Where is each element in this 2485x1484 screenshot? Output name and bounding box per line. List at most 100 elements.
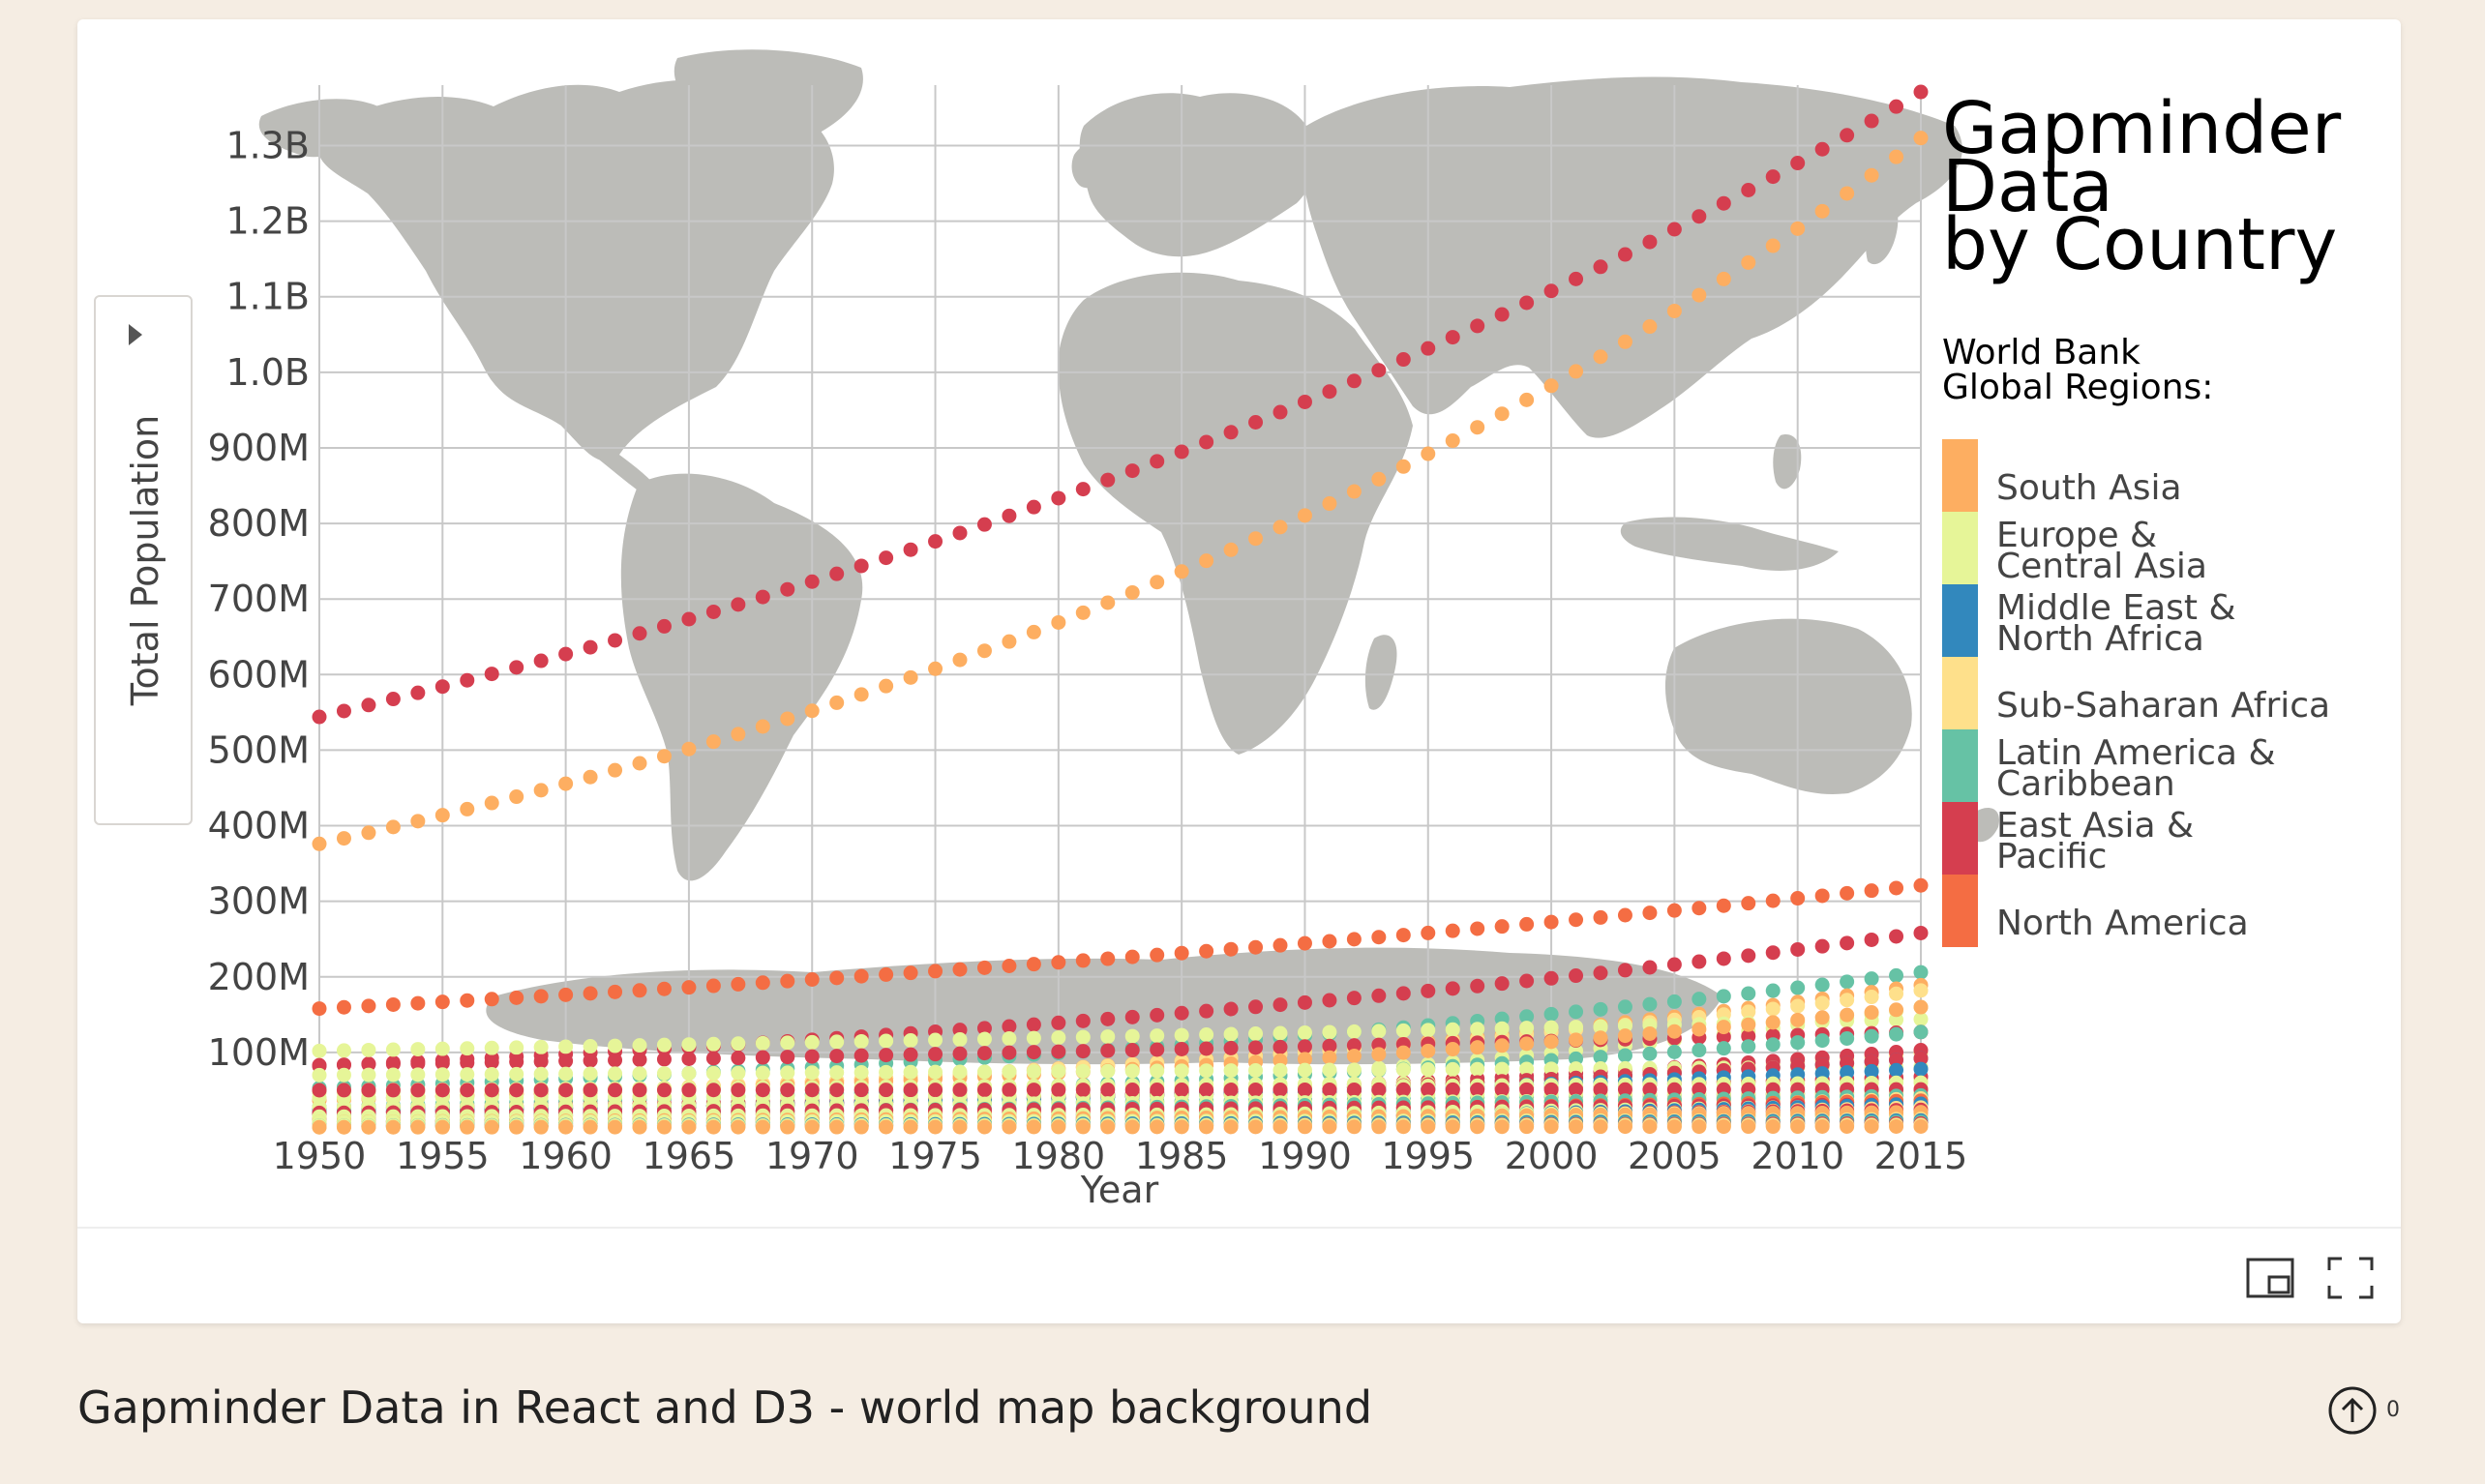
data-point (1346, 1062, 1362, 1078)
legend-swatch (1942, 439, 1978, 512)
data-point (1199, 1119, 1214, 1135)
data-point (1519, 916, 1535, 932)
data-point (583, 986, 598, 1001)
data-point (1889, 149, 1904, 164)
data-point (1174, 444, 1189, 460)
data-point (509, 1054, 524, 1070)
data-point (336, 999, 351, 1015)
data-point (1272, 404, 1288, 420)
data-point (853, 1048, 869, 1063)
data-point (558, 1083, 574, 1098)
data-point (1790, 891, 1806, 906)
data-point (558, 776, 574, 791)
data-point (903, 1033, 918, 1049)
data-point (1889, 880, 1904, 896)
data-point (780, 1035, 795, 1051)
arrow-up-circle-icon[interactable] (2327, 1385, 2378, 1436)
data-point (1569, 912, 1584, 928)
data-point (1790, 998, 1806, 1014)
data-point (1322, 384, 1337, 400)
data-point (385, 1067, 401, 1083)
data-point (410, 1067, 426, 1083)
data-point (361, 1042, 376, 1057)
data-point (1051, 1064, 1066, 1080)
data-point (755, 1065, 770, 1081)
map-europe (1079, 93, 1317, 257)
data-point (1543, 283, 1559, 299)
data-point (1617, 247, 1632, 262)
data-point (1150, 1063, 1165, 1079)
data-point (1421, 925, 1436, 940)
data-point (1248, 1082, 1264, 1097)
data-point (976, 1119, 992, 1135)
data-point (853, 1119, 869, 1135)
data-point (656, 981, 672, 996)
picture-in-picture-icon[interactable] (2246, 1256, 2294, 1300)
data-point (1716, 195, 1731, 211)
fullscreen-icon[interactable] (2326, 1256, 2375, 1300)
data-point (1371, 1082, 1387, 1097)
data-point (1322, 993, 1337, 1008)
data-point (312, 1119, 327, 1135)
data-point (1100, 1083, 1116, 1098)
data-point (1494, 1021, 1510, 1036)
data-point (1692, 287, 1707, 303)
data-point (361, 1067, 376, 1083)
data-point (1692, 1119, 1707, 1135)
legend-label: Sub-Saharan Africa (1996, 686, 2330, 726)
data-point (1199, 1041, 1214, 1056)
data-point (928, 1064, 943, 1080)
data-point (804, 1083, 820, 1098)
data-point (1864, 113, 1879, 129)
data-point (1913, 877, 1929, 893)
data-point (1741, 1028, 1756, 1044)
data-point (583, 639, 598, 655)
data-point (1075, 1013, 1091, 1028)
data-point (1002, 1031, 1017, 1047)
data-point (1470, 420, 1485, 435)
data-point (1519, 1021, 1535, 1036)
data-point (1150, 575, 1165, 590)
data-point (1765, 169, 1781, 185)
data-point (1150, 947, 1165, 963)
data-point (1272, 997, 1288, 1013)
data-point (1002, 1083, 1017, 1098)
data-point (1371, 1024, 1387, 1039)
data-point (1395, 352, 1411, 368)
data-point (976, 1083, 992, 1098)
panel-toggle-button[interactable]: Total Population (94, 295, 193, 825)
data-point (656, 1083, 672, 1098)
x-tick-label: 2010 (1751, 1135, 1844, 1177)
data-point (558, 1066, 574, 1082)
data-point (1150, 1007, 1165, 1023)
data-point (336, 1083, 351, 1098)
data-point (705, 1051, 721, 1066)
data-point (1840, 186, 1855, 201)
data-point (1150, 1083, 1165, 1098)
data-point (1026, 1030, 1041, 1046)
data-point (1272, 1062, 1288, 1078)
data-point (1889, 986, 1904, 1001)
data-point (1026, 499, 1041, 515)
data-point (434, 1119, 450, 1135)
data-point (1100, 951, 1116, 966)
data-point (1543, 1006, 1559, 1022)
data-point (1692, 1043, 1707, 1058)
legend-label: North America (1996, 904, 2249, 943)
data-point (1765, 1119, 1781, 1135)
data-point (903, 1047, 918, 1062)
data-point (1617, 907, 1632, 923)
data-point (1346, 373, 1362, 389)
data-point (1913, 925, 1929, 940)
data-point (952, 652, 968, 668)
data-point (632, 1052, 647, 1067)
data-point (1100, 1043, 1116, 1058)
data-point (1199, 943, 1214, 959)
data-point (1346, 1082, 1362, 1097)
data-point (1051, 614, 1066, 630)
data-point (608, 984, 623, 999)
data-point (1519, 392, 1535, 407)
data-point (731, 597, 746, 612)
data-point (1445, 981, 1460, 996)
